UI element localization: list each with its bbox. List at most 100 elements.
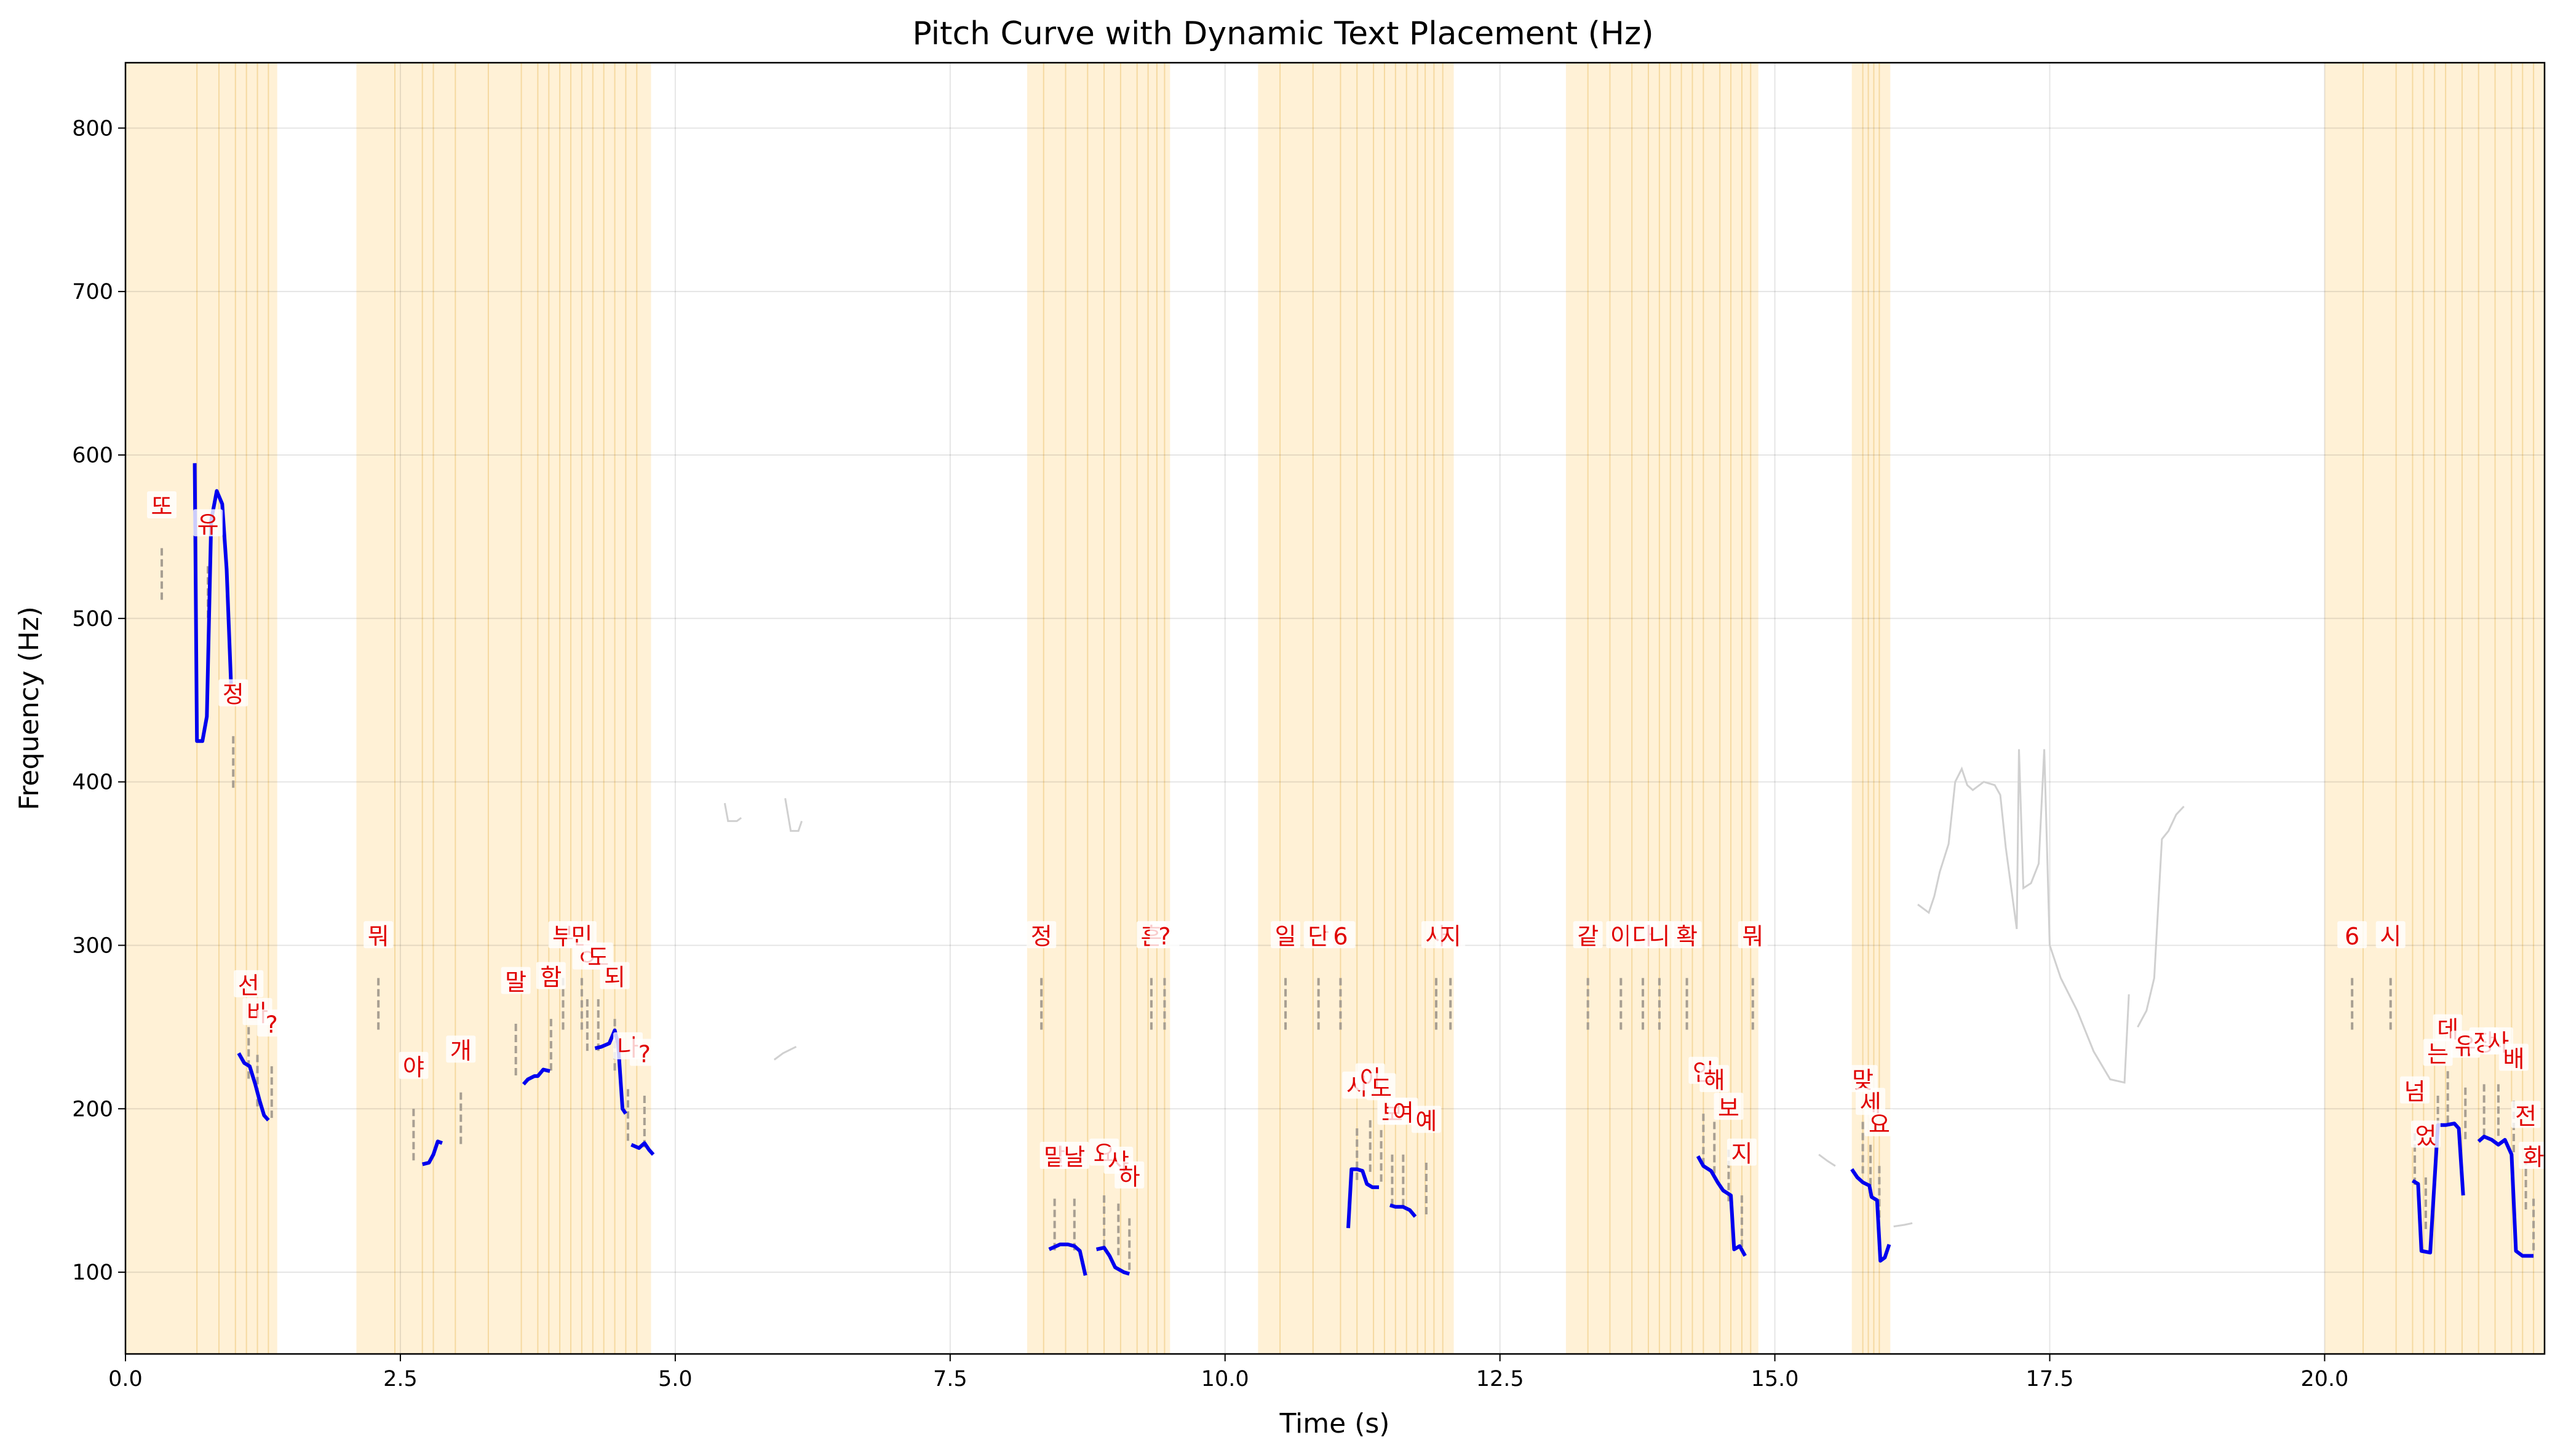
x-tick-label: 5.0: [658, 1367, 693, 1391]
plot-frame: [124, 61, 2546, 1355]
x-tick-label: 2.5: [383, 1367, 418, 1391]
syllable-label-box: [218, 679, 248, 706]
syllable-label: 하: [1119, 1163, 1140, 1190]
syllable-label: 말: [505, 969, 527, 996]
voiced-pitch-line: [1850, 1168, 1891, 1263]
syllable-label: ?: [638, 1041, 651, 1068]
syllable-label-box: [2375, 921, 2406, 949]
syllable-label-box: [501, 967, 531, 994]
syllable-label: ?: [266, 1011, 278, 1039]
syllable-label: ?: [1158, 923, 1170, 950]
syllable-label: 날: [1063, 1144, 1085, 1171]
unvoiced-pitch-series: [723, 749, 2185, 1228]
voiced-pitch-line: [2477, 1134, 2534, 1258]
syllable-label-box: [629, 1039, 659, 1066]
voiced-pitch-line: [1696, 1155, 1747, 1257]
syllable-label-box: [256, 1009, 287, 1037]
syllable-label-box: [2519, 1142, 2549, 1169]
syllable-label-box: [2400, 1076, 2430, 1104]
unvoiced-pitch-line: [1917, 749, 2130, 1084]
syllable-label-box: [2423, 1039, 2453, 1066]
unvoiced-pitch-line: [773, 1045, 797, 1061]
y-tick-label: 100: [72, 1260, 113, 1285]
y-axis-label: Frequency (Hz): [14, 606, 45, 810]
syllable-label: 지: [1440, 923, 1461, 950]
syllable-label-box: [364, 921, 394, 949]
y-tick-label: 300: [72, 933, 113, 958]
syllable-label-box: [1059, 1142, 1089, 1169]
x-tick-label: 0.0: [108, 1367, 143, 1391]
syllable-label-box: [566, 921, 597, 949]
syllable-label-box: [1672, 921, 1702, 949]
voiced-pitch-line: [630, 1141, 655, 1156]
syllable-label-box: [2410, 1120, 2441, 1148]
syllable-label: 되: [604, 964, 626, 991]
syllable-label-box: [1738, 921, 1768, 949]
syllable-label: 전: [2515, 1103, 2537, 1130]
x-tick-label: 7.5: [933, 1367, 968, 1391]
x-tick-label: 17.5: [2026, 1367, 2074, 1391]
syllable-label: 함: [540, 964, 562, 991]
unvoiced-pitch-line: [1893, 1222, 1913, 1228]
syllable-label: 일: [1275, 923, 1297, 950]
syllable-label-box: [1856, 1088, 1886, 1115]
syllable-label: 같: [1577, 923, 1599, 950]
y-tick-label: 500: [72, 607, 113, 631]
syllable-label: 6: [2345, 923, 2359, 950]
syllable-label: 정: [1031, 923, 1052, 950]
unvoiced-pitch-line: [784, 797, 803, 832]
y-tick-label: 700: [72, 280, 113, 304]
syllable-label-box: [1325, 921, 1356, 949]
voiced-pitch-line: [594, 1028, 627, 1115]
voiced-pitch-line: [1048, 1242, 1087, 1276]
syllable-label: 유: [197, 511, 219, 538]
syllable-label-box: [1388, 1098, 1418, 1125]
syllable-label: 넘: [2404, 1078, 2426, 1106]
x-tick-label: 20.0: [2300, 1367, 2348, 1391]
syllable-label: 또: [151, 493, 173, 520]
highlight-span: [1851, 63, 1891, 1354]
unvoiced-pitch-line: [2137, 805, 2185, 1028]
voiced-pitch-line: [1389, 1203, 1417, 1218]
syllable-label-box: [234, 970, 264, 997]
y-tick-label: 800: [72, 116, 113, 141]
syllable-label: 보: [1718, 1094, 1739, 1122]
syllable-label: 6: [1333, 923, 1348, 950]
syllable-label-box: [446, 1035, 476, 1063]
syllable-label: 예: [1415, 1108, 1437, 1135]
syllable-label-box: [1644, 921, 1674, 949]
syllable-label-box: [1727, 1138, 1757, 1166]
highlight-span: [1258, 63, 1454, 1354]
unvoiced-pitch-line: [723, 802, 742, 822]
syllable-label-box: [1366, 1073, 1396, 1101]
syllable-labels: 또유정선바?뭐야개말함부민ㅇ도되나?정말날요샤하흔?일단6시이도보여예사지같이다…: [146, 491, 2549, 1190]
syllable-label-box: [1573, 921, 1603, 949]
syllable-label-box: [1864, 1109, 1894, 1136]
syllable-label: 시: [2380, 923, 2401, 950]
syllable-label: 야: [403, 1054, 424, 1081]
syllable-label-box: [600, 962, 630, 989]
syllable-label: 화: [2523, 1144, 2545, 1171]
syllable-label-box: [536, 962, 566, 989]
syllable-label: 도: [1370, 1075, 1392, 1102]
syllable-label: 여: [1393, 1099, 1414, 1126]
syllable-label: 이: [1610, 923, 1632, 950]
grid-lines: [125, 63, 2545, 1354]
syllable-label-box: [1271, 921, 1301, 949]
chart-title: Pitch Curve with Dynamic Text Placement …: [912, 15, 1653, 52]
highlight-span: [356, 63, 651, 1354]
x-tick-label: 12.5: [1476, 1367, 1524, 1391]
x-axis-ticks: 0.0 2.5 5.0 7.5 10.0 12.5 15.0 17.5 20.0: [108, 1354, 2348, 1391]
syllable-label-box: [193, 509, 223, 537]
syllable-label-box: [1714, 1093, 1744, 1120]
y-tick-label: 600: [72, 443, 113, 468]
syllable-label: 뭐: [1742, 923, 1763, 950]
syllable-label: 확: [1676, 923, 1698, 950]
syllable-label: 뭐: [368, 923, 389, 950]
syllable-label: 는: [2427, 1041, 2449, 1068]
syllable-label: 지: [1731, 1141, 1752, 1168]
highlight-span: [125, 63, 277, 1354]
syllable-label-box: [1436, 921, 1466, 949]
syllable-label-box: [399, 1051, 429, 1079]
